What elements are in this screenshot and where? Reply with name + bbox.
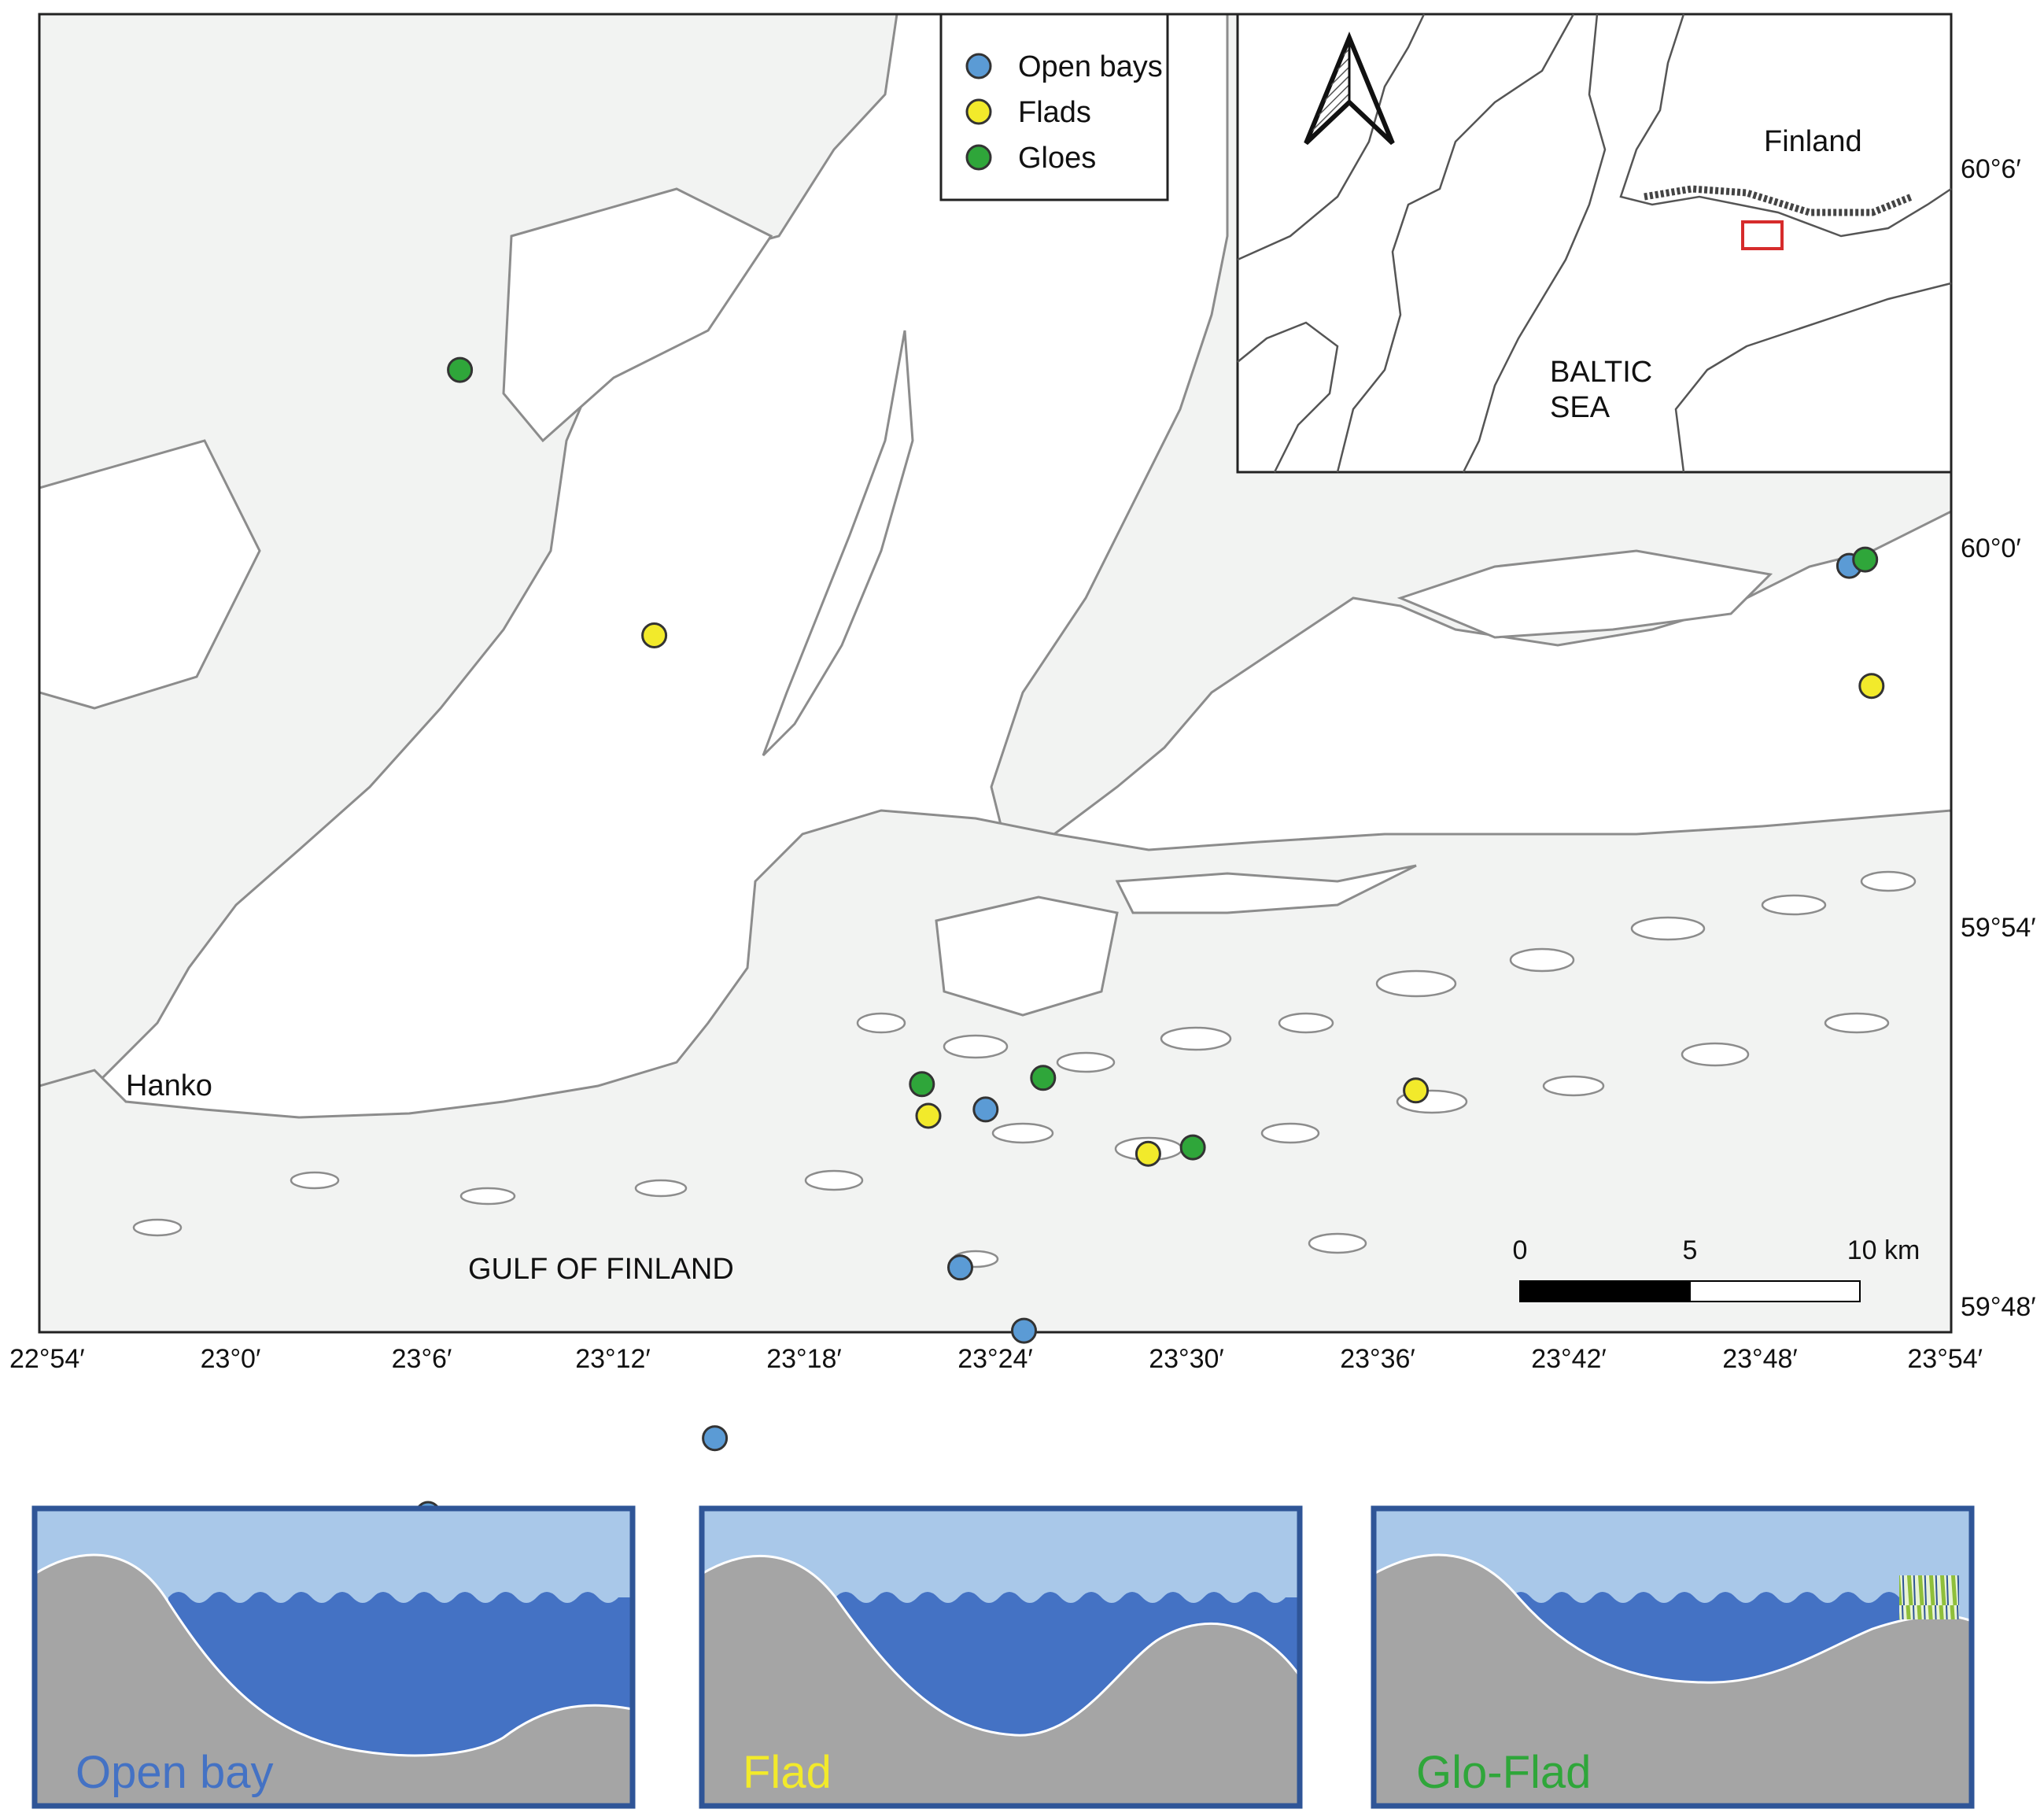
main-map: Hanko GULF OF FINLAND Open bays Flads Gl… <box>9 13 2036 1540</box>
inset-coast-finland <box>1619 13 1952 238</box>
inlet-archipelago-bay <box>935 895 1119 1017</box>
site-marker-flads-18 <box>1858 673 1885 700</box>
inset-archipelago-belt <box>1644 185 1913 216</box>
site-marker-gloes-7 <box>909 1071 935 1098</box>
scale-label-5: 5 <box>1683 1235 1698 1265</box>
legend-item-open-bays: Open bays <box>965 50 1163 83</box>
lon-tick-11: 23°54′ <box>1907 1344 1983 1374</box>
sampling-sites <box>380 356 1885 1540</box>
legend-label-flads: Flads <box>1018 96 1091 129</box>
site-marker-open-bays-11 <box>947 1254 973 1281</box>
legend-item-flads: Flads <box>965 96 1091 129</box>
sea-label-gulf-of-finland: GULF OF FINLAND <box>468 1253 734 1286</box>
panel-seabed <box>700 1554 1301 1807</box>
lat-tick-60-6: 60°6′ <box>1961 154 2021 184</box>
inlet-archipelago-channel <box>1115 864 1417 914</box>
scale-bar: 0 5 10 km <box>1513 1235 1920 1302</box>
scale-label-10-km: 10 km <box>1847 1235 1920 1265</box>
panel-border <box>1371 1505 1975 1809</box>
site-marker-open-bays-9 <box>972 1096 999 1123</box>
site-marker-gloes-14 <box>1179 1134 1206 1161</box>
lat-tick-59-48: 59°48′ <box>1961 1292 2036 1322</box>
inset-label-finland: Finland <box>1764 125 1862 158</box>
scale-bar-white-segment <box>1689 1280 1861 1302</box>
lon-tick-7: 23°30′ <box>1149 1344 1224 1374</box>
site-marker-gloes-1 <box>447 356 474 383</box>
inset-coast-sweden-east <box>1462 13 1607 473</box>
inset-label-sea: SEA <box>1550 391 1610 424</box>
lat-tick-60-0: 60°0′ <box>1961 534 2021 563</box>
legend-label-open-bays: Open bays <box>1018 50 1163 83</box>
land-south <box>39 809 1951 1332</box>
lat-tick-59-54: 59°54′ <box>1961 913 2036 943</box>
panel-title-flad: Flad <box>743 1747 832 1798</box>
legend-label-gloes: Gloes <box>1018 142 1096 175</box>
scale-label-0: 0 <box>1513 1235 1528 1265</box>
land-northwest <box>39 14 898 1119</box>
panel-border <box>31 1505 636 1809</box>
inlet-east-bay <box>1396 549 1773 639</box>
lon-tick-2: 23°0′ <box>201 1344 261 1374</box>
panel-open-bay: Open bay <box>31 1505 636 1809</box>
site-marker-flads-13 <box>1135 1140 1161 1167</box>
panel-flad: Flad <box>699 1505 1303 1809</box>
site-marker-open-bays-12 <box>1011 1317 1037 1344</box>
town-label-hanko: Hanko <box>126 1069 212 1102</box>
lon-tick-5: 23°18′ <box>766 1344 842 1374</box>
islets <box>132 870 1917 1268</box>
longitude-ticks: 22°54′ 23°0′ 23°6′ 23°12′ 23°18′ 23°24′ 23°30′… <box>9 1344 1983 1374</box>
panel-title-open-bay: Open bay <box>76 1747 274 1798</box>
panel-seabed <box>33 1553 634 1807</box>
inset-frame <box>1236 13 1953 474</box>
site-marker-open-bays-6 <box>702 1425 729 1452</box>
lon-tick-4: 23°12′ <box>575 1344 651 1374</box>
lon-tick-8: 23°36′ <box>1340 1344 1415 1374</box>
inset-coast-sweden <box>1237 13 1575 473</box>
panel-border <box>699 1505 1303 1809</box>
inlet-north <box>502 187 773 443</box>
legend-item-gloes: Gloes <box>965 142 1096 175</box>
site-marker-gloes-17 <box>1852 546 1879 573</box>
legend-marker-flads <box>965 98 992 125</box>
lon-tick-9: 23°42′ <box>1531 1344 1607 1374</box>
site-marker-flads-8 <box>915 1102 942 1129</box>
inset-map: Finland BALTIC SEA <box>1236 13 1953 474</box>
reed-belt <box>1899 1575 1959 1619</box>
inset-coast-baltics <box>1674 282 1952 473</box>
legend-marker-open-bays <box>965 53 992 79</box>
legend: Open bays Flads Gloes <box>939 13 1169 201</box>
panel-title-glo-flad: Glo-Flad <box>1416 1747 1591 1798</box>
north-arrow-icon <box>1304 31 1395 146</box>
site-marker-flads-15 <box>1403 1077 1430 1104</box>
inset-coast-denmark <box>1237 321 1339 473</box>
lon-tick-1: 22°54′ <box>9 1344 85 1374</box>
scale-bar-black-segment <box>1519 1280 1691 1302</box>
lon-tick-3: 23°6′ <box>392 1344 452 1374</box>
inlet-long-fjord <box>762 330 914 757</box>
inset-study-area-box <box>1741 220 1784 250</box>
inlet-west-lake <box>39 439 261 710</box>
lon-tick-10: 23°48′ <box>1722 1344 1798 1374</box>
panel-glo-flad: Glo-Flad <box>1371 1505 1975 1809</box>
inset-label-baltic: BALTIC <box>1550 356 1652 389</box>
lon-tick-6: 23°24′ <box>957 1344 1033 1374</box>
site-marker-flads-2 <box>641 622 668 648</box>
latitude-ticks: 60°6′ 60°0′ 59°54′ 59°48′ <box>1961 154 2036 1322</box>
site-marker-gloes-10 <box>1030 1065 1057 1091</box>
legend-marker-gloes <box>965 144 992 171</box>
